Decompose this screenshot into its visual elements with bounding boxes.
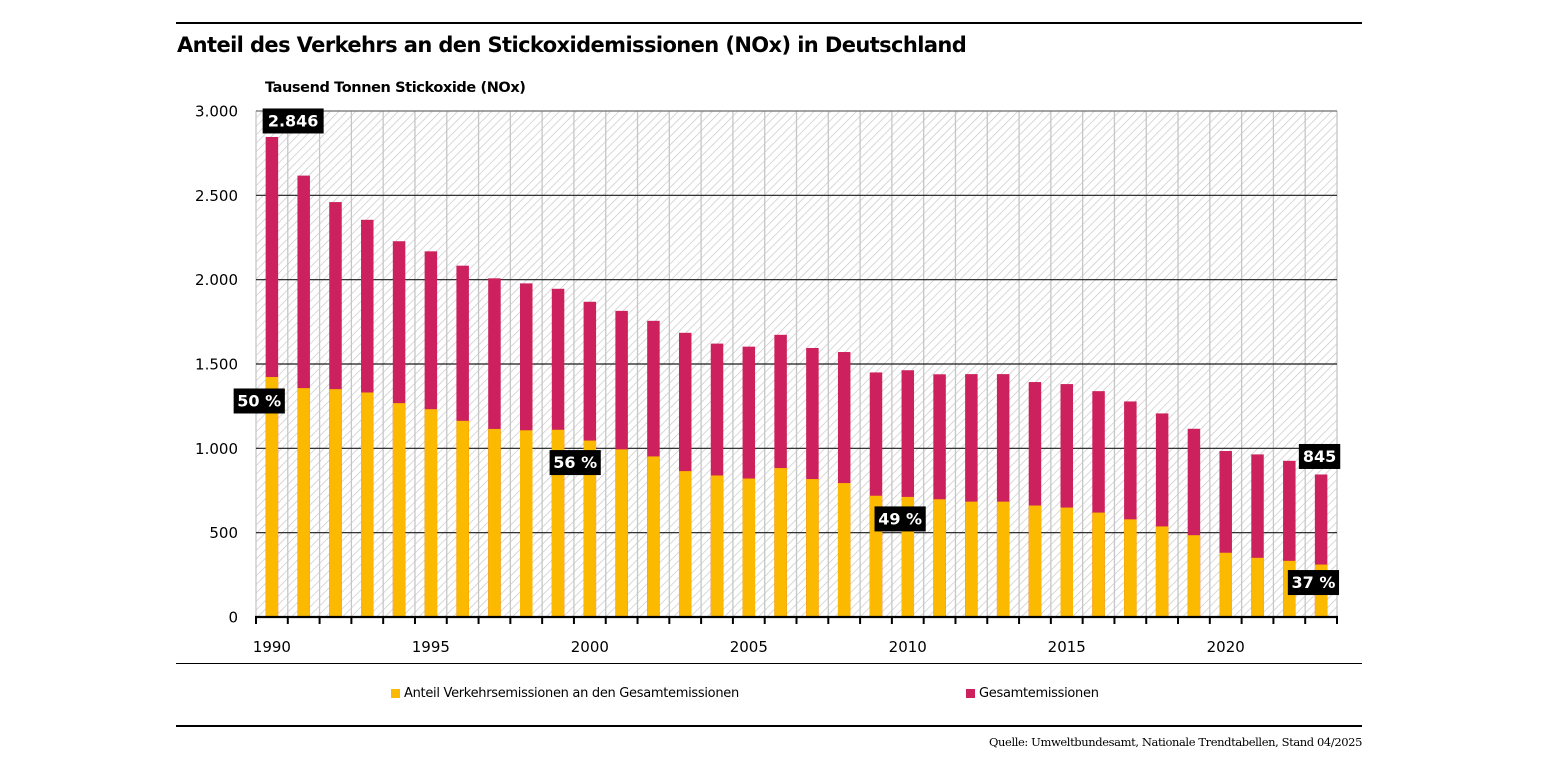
data-label-share: 49 % — [874, 506, 926, 532]
y-axis-label: Tausend Tonnen Stickoxide (NOx) — [265, 80, 526, 96]
data-label-text: 2.846 — [268, 111, 319, 130]
x-tick-label: 1990 — [253, 638, 291, 656]
bar-traffic-share — [583, 440, 597, 617]
data-label-text: 50 % — [237, 391, 281, 410]
data-label-box — [1298, 443, 1341, 469]
bar-traffic-share — [806, 479, 819, 617]
bar-traffic-share — [424, 409, 438, 617]
data-label-share: 56 % — [549, 450, 601, 476]
legend-item-total: Gesamtemissionen — [966, 686, 1099, 701]
data-label-text: 56 % — [553, 453, 597, 472]
bar-traffic-share — [392, 403, 406, 617]
legend-top-rule — [176, 663, 1362, 664]
bar-traffic-share — [965, 501, 978, 617]
legend-swatch-total — [966, 689, 975, 698]
x-tick-label: 2000 — [571, 638, 609, 656]
bar-traffic-share — [520, 430, 533, 617]
bottom-rule — [176, 725, 1362, 727]
bar-traffic-share — [551, 429, 565, 617]
x-tick-label: 2010 — [889, 638, 927, 656]
bar-traffic-share — [329, 389, 342, 617]
bar-traffic-share — [1028, 505, 1042, 617]
bar-traffic-share — [1124, 519, 1137, 617]
bar-traffic-share — [1219, 552, 1232, 617]
bar-traffic-share — [774, 468, 787, 617]
bar-traffic-share — [933, 499, 946, 617]
data-label-box — [233, 388, 285, 414]
y-tick-label: 1.500 — [195, 356, 238, 374]
bar-traffic-share — [710, 475, 724, 617]
data-label-text: 37 % — [1292, 573, 1336, 592]
top-rule — [176, 22, 1362, 24]
data-label-total: 2.846 — [262, 108, 324, 134]
y-tick-label: 0 — [228, 609, 238, 627]
tick-labels: 0 500 1.000 1.500 2.000 2.500 3.000 1990 1995 200… — [195, 103, 1245, 657]
bar-traffic-share — [647, 456, 660, 617]
annotations: 2.846 50 % 56 % 49 % 845 37 % — [233, 108, 1341, 596]
x-tick-label: 2020 — [1207, 638, 1245, 656]
bar-traffic-share — [265, 376, 279, 617]
bar-traffic-share — [488, 428, 501, 617]
y-tick-label: 3.000 — [195, 103, 238, 121]
x-tick-label: 2005 — [730, 638, 768, 656]
bar-traffic-share — [456, 420, 469, 617]
bar-traffic-share — [678, 471, 692, 617]
y-tick-label: 1.000 — [195, 440, 238, 458]
bar-traffic-share — [742, 478, 756, 617]
data-label-box — [549, 450, 601, 476]
data-label-text: 845 — [1303, 447, 1336, 466]
y-tick-label: 2.500 — [195, 187, 238, 205]
bar-traffic-share — [1187, 535, 1201, 617]
bar-traffic-share — [1251, 557, 1264, 617]
data-label-text: 49 % — [878, 509, 922, 528]
source-note: Quelle: Umweltbundesamt, Nationale Trend… — [989, 735, 1362, 749]
x-tick-label: 2015 — [1048, 638, 1086, 656]
data-label-box — [262, 108, 324, 134]
data-label-total: 845 — [1298, 443, 1341, 469]
bar-traffic-share — [615, 449, 628, 617]
bars — [265, 136, 1328, 618]
y-tick-label: 2.000 — [195, 271, 238, 289]
bar-traffic-share — [1155, 526, 1169, 617]
legend-label-traffic: Anteil Verkehrsemissionen an den Gesamte… — [404, 686, 739, 701]
legend-swatch-traffic — [391, 689, 400, 698]
y-tick-label: 500 — [209, 524, 238, 542]
data-label-share: 50 % — [233, 388, 285, 414]
bar-traffic-share — [1060, 507, 1073, 617]
data-label-box — [874, 506, 926, 532]
bar-traffic-share — [837, 483, 851, 617]
x-tick-label: 1995 — [412, 638, 450, 656]
bar-traffic-share — [1092, 512, 1105, 617]
data-label-box — [1287, 570, 1340, 596]
bar-traffic-share — [996, 501, 1010, 617]
legend-item-traffic: Anteil Verkehrsemissionen an den Gesamte… — [391, 686, 739, 701]
axes — [255, 615, 1338, 624]
legend-label-total: Gesamtemissionen — [979, 686, 1099, 701]
bar-traffic-share — [297, 388, 310, 617]
bar-traffic-share — [361, 392, 374, 617]
data-label-share: 37 % — [1287, 570, 1340, 596]
chart-title: Anteil des Verkehrs an den Stickoxidemis… — [177, 33, 967, 57]
